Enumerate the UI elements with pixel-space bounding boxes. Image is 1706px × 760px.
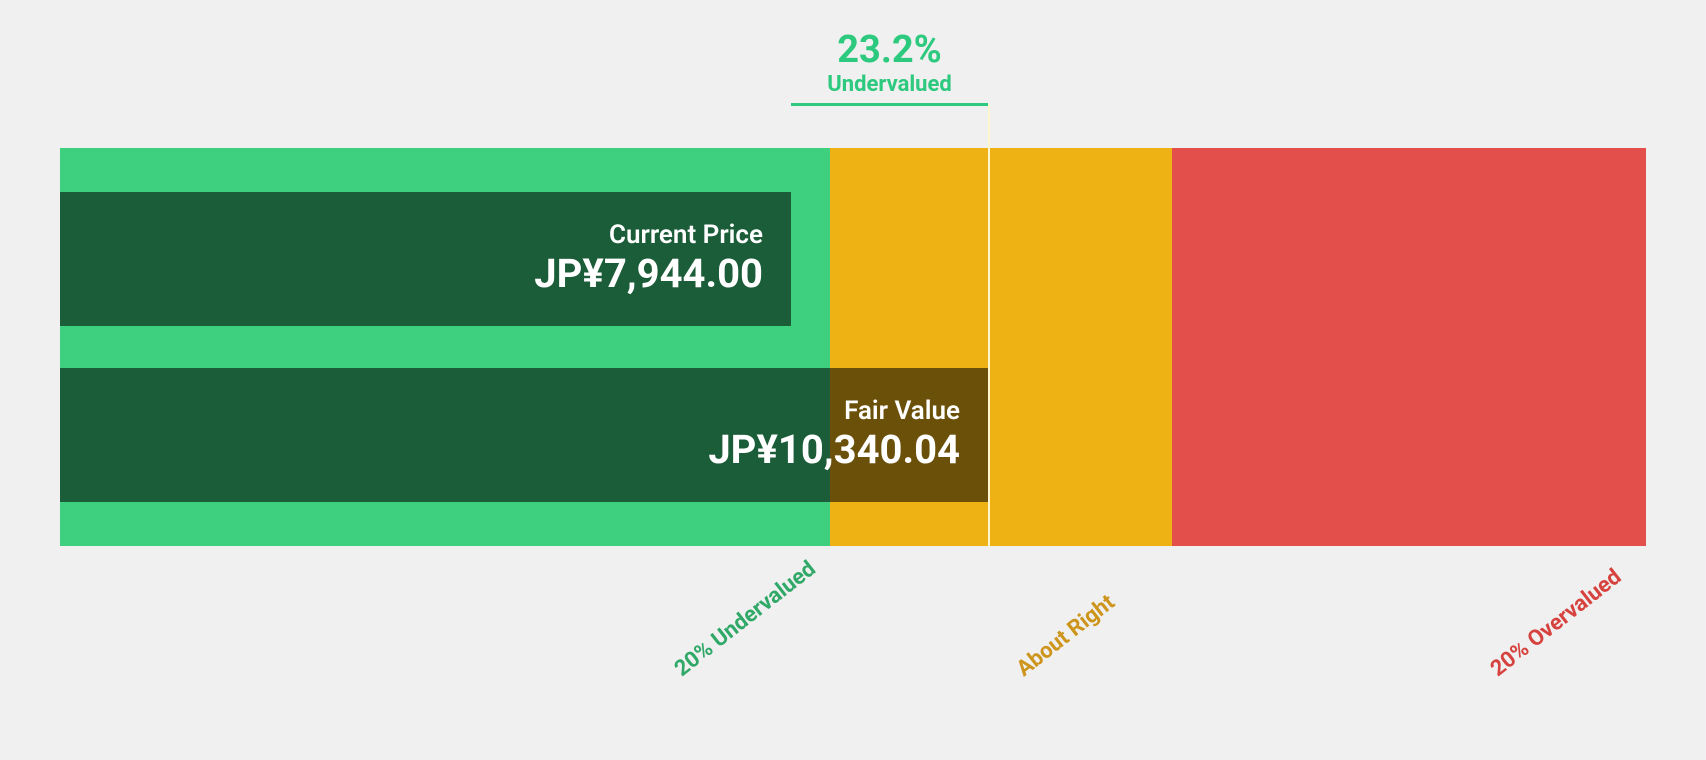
price-bar-current-price: Current PriceJP¥7,944.00 [60, 192, 791, 326]
valuation-callout-rule [791, 103, 988, 106]
axis-label-undervalued: 20% Undervalued [670, 556, 821, 681]
price-bar-fair-value: Fair ValueJP¥10,340.04 [60, 368, 988, 502]
valuation-callout: 23.2%Undervalued [791, 28, 988, 106]
valuation-status-label: Undervalued [791, 72, 988, 97]
price-bar-value: JP¥10,340.04 [708, 427, 960, 473]
price-bar-title: Current Price [534, 221, 763, 251]
axis-label-about_right: About Right [1012, 590, 1120, 682]
fair-value-divider [988, 104, 990, 546]
price-bar-title: Fair Value [708, 397, 960, 427]
valuation-percent: 23.2% [791, 28, 988, 72]
axis-label-overvalued: 20% Overvalued [1486, 564, 1626, 681]
price-bar-value: JP¥7,944.00 [534, 251, 763, 297]
zone-overvalued [1172, 148, 1646, 546]
